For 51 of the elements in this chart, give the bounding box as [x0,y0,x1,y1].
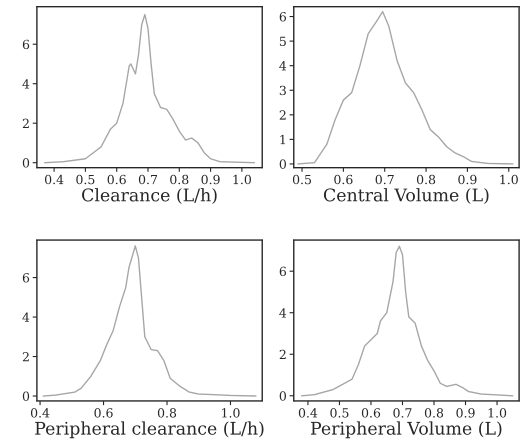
line-series [44,14,256,164]
line-series [42,245,257,397]
y-tick-label: 0 [22,391,30,401]
y-tick-label: 6 [22,273,30,282]
x-tick-label: 0.5 [292,174,312,184]
x-tick-label: 0.9 [458,174,477,184]
x-tick-label: 0.4 [30,408,50,418]
x-tick-label: 0.9 [201,174,220,184]
line-series [300,246,514,396]
x-axis-title: Peripheral clearance (L/h) [35,421,264,438]
x-tick-label: 0.5 [330,408,348,418]
x-tick-label: 0.6 [334,174,353,184]
x-tick-label: 0.9 [456,408,475,418]
x-axis-title: Peripheral Volume (L) [310,421,502,438]
y-tick-label: 2 [280,350,286,359]
x-tick-label: 1.0 [488,408,506,418]
y-tick-label: 5 [280,36,286,46]
x-axis-title: Central Volume (L) [324,188,489,204]
y-tick-label: 6 [280,12,286,22]
x-tick-label: 0.8 [158,408,176,418]
x-tick-label: 0.4 [44,174,64,184]
line-series [297,10,514,165]
x-tick-label: 1.0 [233,174,251,184]
x-tick-label: 0.6 [108,174,126,184]
y-tick-label: 4 [22,79,30,88]
x-tick-label: 1.0 [222,408,240,418]
x-tick-label: 0.7 [376,174,394,184]
y-tick-label: 2 [22,352,29,362]
y-tick-label: 0 [280,391,286,401]
y-tick-label: 1 [280,134,286,144]
y-tick-label: 6 [280,266,286,276]
y-tick-label: 2 [280,110,286,120]
y-tick-label: 6 [22,40,30,50]
x-tick-label: 0.6 [94,408,113,418]
x-tick-label: 0.5 [76,174,94,184]
x-tick-label: 0.7 [393,408,412,418]
x-tick-label: 0.8 [170,174,188,184]
y-tick-label: 4 [279,308,286,318]
x-tick-label: 0.8 [416,174,436,184]
y-tick-label: 2 [22,118,29,128]
x-tick-label: 0.6 [362,408,380,418]
y-tick-label: 4 [22,312,30,322]
y-tick-label: 0 [280,159,286,169]
y-tick-label: 0 [22,158,30,168]
x-tick-label: 0.4 [298,408,318,418]
x-tick-label: 0.8 [424,408,444,418]
x-tick-label: 0.7 [138,174,158,184]
x-tick-label: 1.0 [500,174,518,184]
x-axis-title: Clearance (L/h) [82,188,217,204]
y-tick-label: 3 [280,86,286,96]
y-tick-label: 4 [279,61,286,70]
